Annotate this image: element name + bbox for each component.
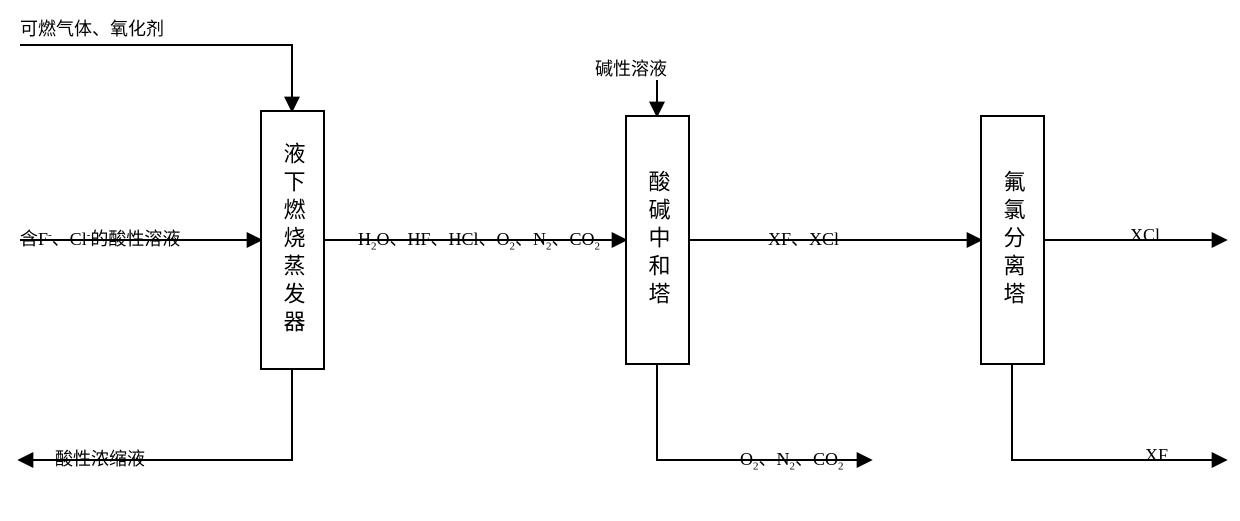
evaporator-label: 液下燃烧蒸发器 <box>282 142 304 338</box>
label-combustible: 可燃气体、氧化剂 <box>20 15 164 41</box>
label-alkaline: 碱性溶液 <box>595 55 667 81</box>
evaporator-box: 液下燃烧蒸发器 <box>260 110 325 370</box>
label-gas-out: O2、N2、CO2 <box>740 445 844 473</box>
label-mid1: H2O、HF、HCl、O2、N2、CO2 <box>358 225 600 253</box>
label-concentrate: 酸性浓缩液 <box>55 445 145 471</box>
neutralizer-box: 酸碱中和塔 <box>625 115 690 365</box>
edge-xf-out <box>1012 365 1225 460</box>
separator-label: 氟氯分离塔 <box>1002 170 1024 310</box>
label-acidic-in: 含F-、Cl-的酸性溶液 <box>20 225 180 251</box>
diagram-canvas: 液下燃烧蒸发器 酸碱中和塔 氟氯分离塔 可燃气体、氧化剂 碱性溶液 含F-、Cl… <box>0 0 1240 521</box>
separator-box: 氟氯分离塔 <box>980 115 1045 365</box>
neutralizer-label: 酸碱中和塔 <box>647 170 669 310</box>
label-xf-out: XF <box>1145 445 1168 466</box>
label-out1: XCl <box>1130 225 1160 246</box>
edge-combustible-in <box>20 45 292 110</box>
label-mid2: XF、XCl <box>768 225 839 251</box>
